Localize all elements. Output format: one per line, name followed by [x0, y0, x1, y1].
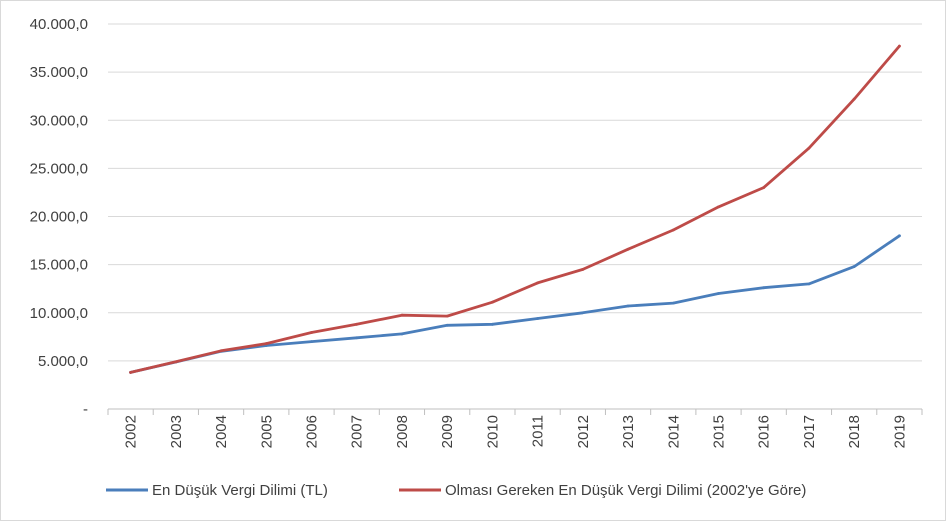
- x-tick-label: 2003: [168, 415, 185, 448]
- series-line-2: [129, 44, 901, 374]
- data-point: [445, 323, 449, 327]
- data-point: [310, 340, 313, 344]
- data-point: [762, 186, 766, 190]
- x-tick-label: 2007: [349, 415, 366, 448]
- x-tick-label: 2004: [213, 415, 230, 448]
- x-tick-label: 2016: [756, 415, 773, 448]
- data-point: [762, 286, 766, 290]
- data-point: [174, 360, 178, 364]
- data-point: [626, 247, 630, 251]
- x-tick-label: 2002: [123, 415, 140, 448]
- x-tick-label: 2010: [484, 415, 501, 448]
- x-tick-label: 2017: [801, 415, 818, 448]
- data-point: [445, 314, 449, 318]
- x-tick-label: 2008: [394, 415, 411, 448]
- data-point: [897, 234, 901, 238]
- data-point: [536, 317, 540, 320]
- y-tick-label: 15.000,0: [30, 257, 88, 274]
- data-point: [310, 331, 313, 334]
- data-point: [807, 146, 811, 150]
- x-tick-label: 2005: [258, 415, 275, 448]
- data-point: [717, 205, 720, 209]
- x-axis-tick-labels: 2002 2003 2004 2005 2006 2007 2008 2009 2010 2011…: [123, 415, 909, 448]
- data-point: [581, 311, 585, 315]
- data-point: [852, 265, 856, 268]
- data-point: [264, 342, 268, 345]
- data-point: [490, 300, 494, 304]
- legend: En Düşük Vergi Dilimi (TL) Olması Gereken…: [106, 482, 806, 499]
- data-point: [852, 97, 856, 101]
- data-point: [219, 349, 223, 353]
- data-point: [581, 268, 585, 271]
- x-tick-label: 2019: [891, 415, 908, 448]
- x-tick-label: 2015: [711, 415, 728, 448]
- y-axis-tick-labels: - 5.000,0 10.000,0 15.000,0 20.000,0 25.000,0…: [30, 16, 88, 418]
- data-point: [897, 44, 901, 48]
- x-tick-label: 2018: [846, 415, 863, 448]
- legend-label-1: En Düşük Vergi Dilimi (TL): [152, 482, 328, 499]
- series-lines: [129, 44, 901, 374]
- data-point: [129, 371, 133, 374]
- data-point: [807, 282, 811, 286]
- x-tick-label: 2009: [439, 415, 456, 448]
- data-point: [355, 322, 359, 326]
- series-line-1: [129, 234, 901, 374]
- gridlines: [107, 23, 923, 415]
- y-tick-label: 40.000,0: [30, 16, 88, 33]
- y-tick-label: 5.000,0: [38, 353, 88, 370]
- x-tick-label: 2012: [575, 415, 592, 448]
- data-point: [490, 322, 494, 326]
- data-point: [400, 332, 404, 336]
- y-tick-label: 20.000,0: [30, 209, 88, 226]
- legend-label-2: Olması Gereken En Düşük Vergi Dilimi (20…: [445, 482, 806, 499]
- x-tick-label: 2013: [620, 415, 637, 448]
- x-tick-label: 2006: [304, 415, 321, 448]
- data-point: [671, 301, 675, 305]
- data-point: [671, 228, 675, 232]
- y-tick-label: 25.000,0: [30, 160, 88, 177]
- x-tick-label: 2014: [665, 415, 682, 448]
- y-tick-label: -: [83, 401, 88, 418]
- data-point: [400, 313, 404, 317]
- y-tick-label: 10.000,0: [30, 305, 88, 322]
- x-tick-label: 2011: [530, 415, 547, 447]
- y-tick-label: 30.000,0: [30, 112, 88, 129]
- data-point: [536, 281, 540, 285]
- data-point: [626, 304, 630, 308]
- data-point: [717, 292, 720, 295]
- data-point: [355, 336, 359, 340]
- y-tick-label: 35.000,0: [30, 64, 88, 81]
